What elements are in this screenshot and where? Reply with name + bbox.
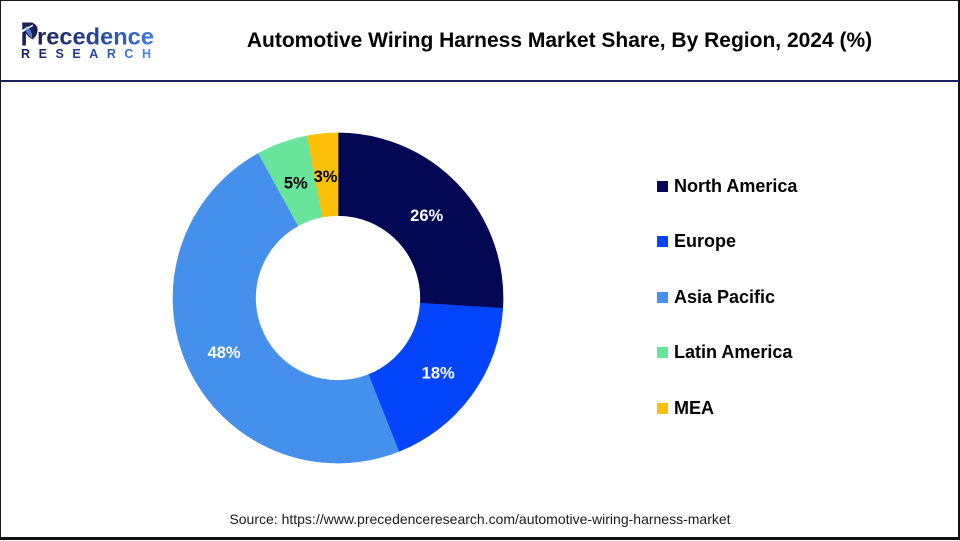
svg-text:5%: 5% [284,174,308,192]
svg-text:3%: 3% [314,168,338,186]
svg-text:recedence: recedence [37,23,154,49]
svg-text:48%: 48% [208,344,241,362]
svg-text:18%: 18% [422,364,455,382]
svg-text:26%: 26% [410,207,443,225]
